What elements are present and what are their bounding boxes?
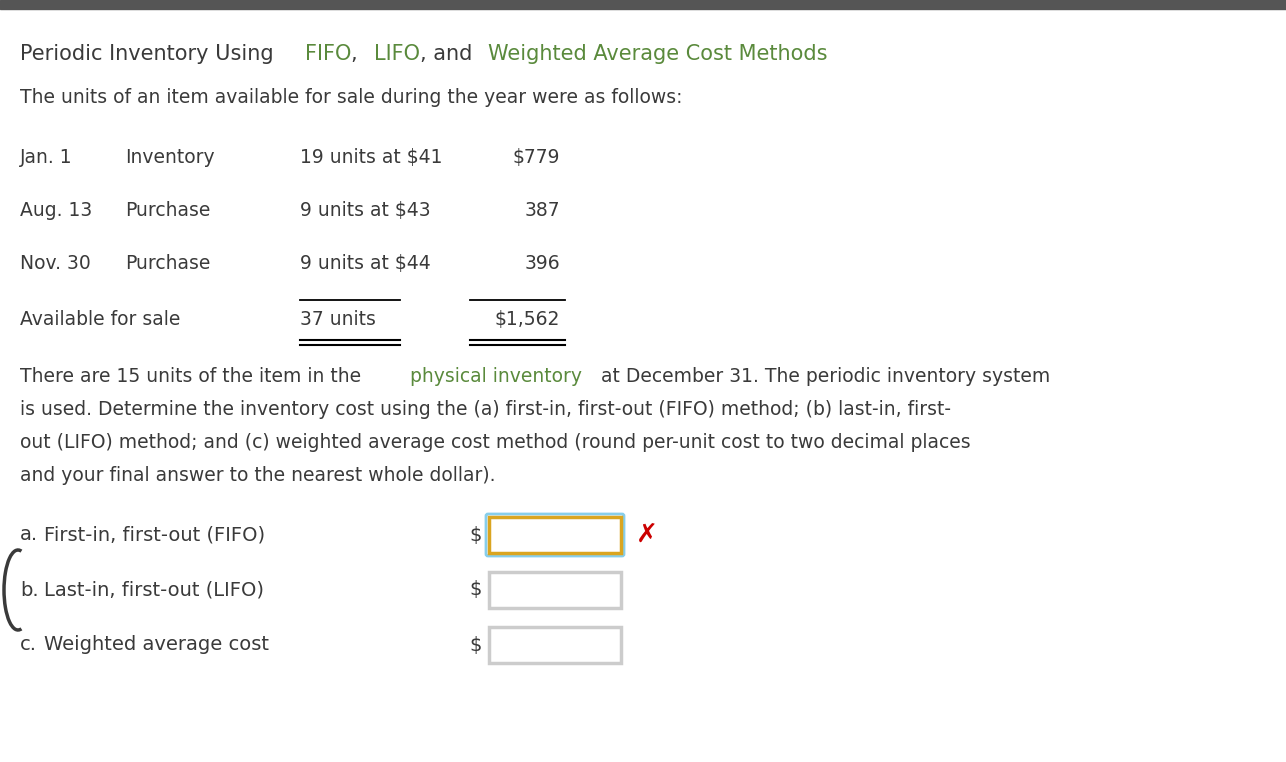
Text: Purchase: Purchase: [125, 254, 211, 273]
Text: Aug. 13: Aug. 13: [21, 201, 93, 220]
Text: $1,562: $1,562: [495, 310, 559, 329]
Text: FIFO: FIFO: [305, 44, 352, 64]
Text: $779: $779: [513, 148, 559, 167]
Text: Periodic Inventory Using: Periodic Inventory Using: [21, 44, 280, 64]
Text: 387: 387: [525, 201, 559, 220]
Text: c.: c.: [21, 636, 37, 655]
Text: 9 units at $43: 9 units at $43: [300, 201, 431, 220]
Text: Weighted average cost: Weighted average cost: [44, 636, 269, 655]
FancyBboxPatch shape: [489, 517, 621, 553]
Text: 9 units at $44: 9 units at $44: [300, 254, 431, 273]
Text: 37 units: 37 units: [300, 310, 376, 329]
Text: Weighted Average Cost Methods: Weighted Average Cost Methods: [489, 44, 828, 64]
Text: physical inventory: physical inventory: [410, 367, 583, 386]
Text: ✗: ✗: [637, 522, 658, 548]
Text: The units of an item available for sale during the year were as follows:: The units of an item available for sale …: [21, 88, 683, 107]
Text: There are 15 units of the item in the: There are 15 units of the item in the: [21, 367, 367, 386]
Text: LIFO: LIFO: [374, 44, 421, 64]
Text: a.: a.: [21, 526, 39, 545]
Text: Nov. 30: Nov. 30: [21, 254, 91, 273]
Text: Jan. 1: Jan. 1: [21, 148, 72, 167]
Text: ,: ,: [351, 44, 364, 64]
Text: Purchase: Purchase: [125, 201, 211, 220]
Text: b.: b.: [21, 581, 39, 600]
Text: Available for sale: Available for sale: [21, 310, 180, 329]
Text: Inventory: Inventory: [125, 148, 215, 167]
Text: $: $: [469, 526, 482, 545]
Bar: [0, 0, 1286, 9]
FancyBboxPatch shape: [489, 627, 621, 663]
Text: 396: 396: [525, 254, 559, 273]
Text: First-in, first-out (FIFO): First-in, first-out (FIFO): [44, 526, 265, 545]
Text: 19 units at $41: 19 units at $41: [300, 148, 442, 167]
Text: and your final answer to the nearest whole dollar).: and your final answer to the nearest who…: [21, 466, 495, 485]
FancyBboxPatch shape: [489, 572, 621, 608]
Text: at December 31. The periodic inventory system: at December 31. The periodic inventory s…: [595, 367, 1051, 386]
Text: out (LIFO) method; and (c) weighted average cost method (round per-unit cost to : out (LIFO) method; and (c) weighted aver…: [21, 433, 971, 452]
Text: , and: , and: [419, 44, 478, 64]
Text: $: $: [469, 636, 482, 655]
Text: Last-in, first-out (LIFO): Last-in, first-out (LIFO): [44, 581, 264, 600]
Text: is used. Determine the inventory cost using the (a) first-in, first-out (FIFO) m: is used. Determine the inventory cost us…: [21, 400, 952, 419]
Text: $: $: [469, 581, 482, 600]
